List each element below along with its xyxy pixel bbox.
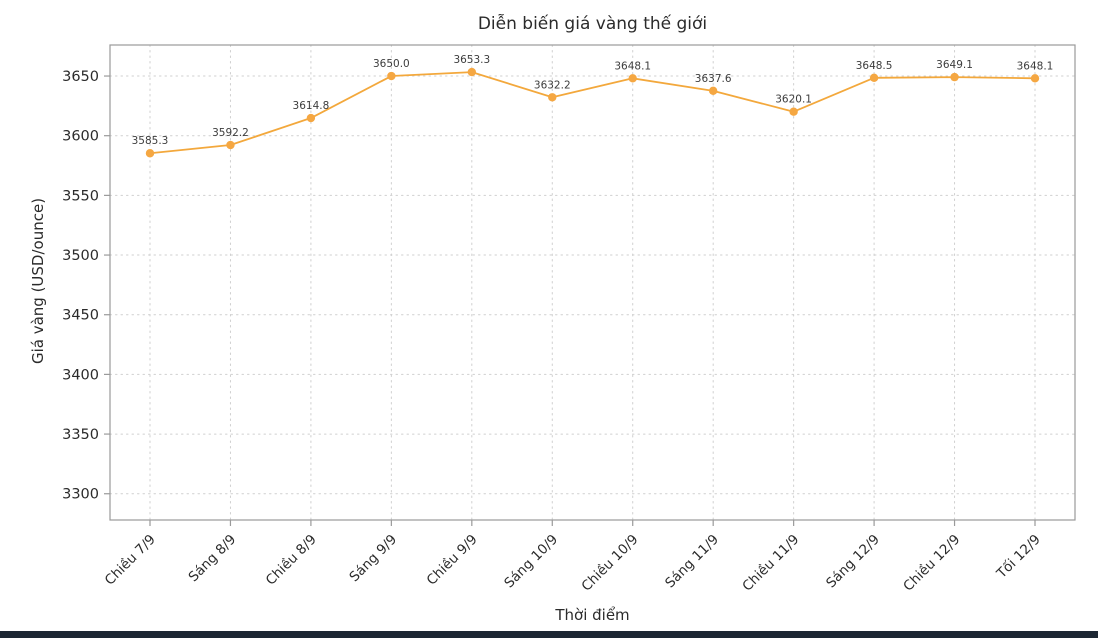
- data-point-label: 3648.1: [1017, 60, 1054, 72]
- data-point-label: 3620.1: [775, 94, 812, 106]
- plot-border: [109, 44, 1076, 521]
- data-point: [306, 113, 316, 123]
- data-point-label: 3649.1: [936, 59, 973, 71]
- x-tick-label: Sáng 10/9: [501, 532, 561, 592]
- x-tick-label: Sáng 12/9: [823, 532, 883, 592]
- y-tick-label: 3300: [62, 487, 99, 503]
- x-tick-label: Sáng 11/9: [662, 532, 722, 592]
- data-point: [869, 73, 879, 83]
- data-point: [548, 93, 557, 102]
- data-point-label: 3648.5: [856, 60, 893, 72]
- x-tick-label: Chiều 8/9: [262, 531, 320, 589]
- y-tick-label: 3450: [62, 308, 99, 324]
- data-point: [467, 67, 477, 77]
- x-tick-label: Chiều 11/9: [739, 531, 803, 595]
- x-tick-label: Chiều 10/9: [578, 531, 642, 595]
- y-tick-label: 3600: [62, 129, 99, 145]
- data-point: [145, 149, 155, 158]
- window-bottom-edge: [0, 631, 1098, 638]
- y-tick-label: 3500: [62, 248, 99, 264]
- chart-title: Diễn biến giá vàng thế giới: [477, 14, 708, 34]
- x-tick-label: Tối 12/9: [992, 531, 1044, 583]
- data-point-label: 3653.3: [453, 54, 490, 66]
- series-line: [149, 71, 1036, 155]
- data-point-label: 3632.2: [534, 79, 571, 91]
- y-tick-label: 3550: [62, 188, 99, 204]
- data-point: [708, 86, 718, 96]
- x-axis-label: Thời điểm: [555, 606, 630, 624]
- data-point: [950, 72, 959, 82]
- data-point-label: 3650.0: [373, 58, 410, 70]
- y-tick-label: 3350: [62, 427, 99, 443]
- x-tick-label: Sáng 9/9: [346, 532, 400, 586]
- data-point-label: 3585.3: [132, 135, 169, 147]
- data-point: [1030, 74, 1040, 83]
- data-point: [789, 107, 798, 116]
- data-point: [226, 140, 235, 150]
- data-point-label: 3592.2: [212, 127, 249, 139]
- x-tick-label: Chiều 7/9: [101, 531, 159, 589]
- data-point-label: 3637.6: [695, 73, 732, 85]
- y-tick-label: 3400: [62, 367, 99, 383]
- y-tick-label: 3650: [62, 69, 99, 85]
- x-tick-label: Chiều 12/9: [900, 531, 964, 595]
- x-tick-label: Chiều 9/9: [423, 531, 481, 589]
- x-tick-label: Sáng 8/9: [186, 532, 240, 586]
- data-point: [628, 74, 637, 83]
- data-point-label: 3648.1: [614, 60, 651, 72]
- data-point: [387, 71, 396, 81]
- data-point-label: 3614.8: [293, 100, 330, 112]
